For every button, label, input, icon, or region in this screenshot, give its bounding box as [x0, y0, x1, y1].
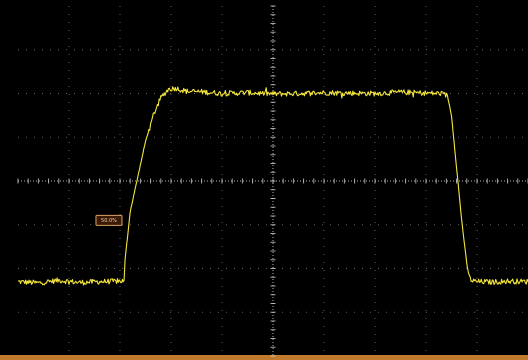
- marker-box: [95, 214, 123, 226]
- trace-line: [17, 86, 528, 286]
- screen-bottom-border: [0, 355, 528, 360]
- graticule: [17, 5, 528, 357]
- measurement-marker: 50.0%: [95, 214, 123, 226]
- marker-label: 50.0%: [95, 214, 123, 226]
- marker-text: 50.0%: [101, 218, 117, 224]
- trace-layer: [17, 86, 528, 286]
